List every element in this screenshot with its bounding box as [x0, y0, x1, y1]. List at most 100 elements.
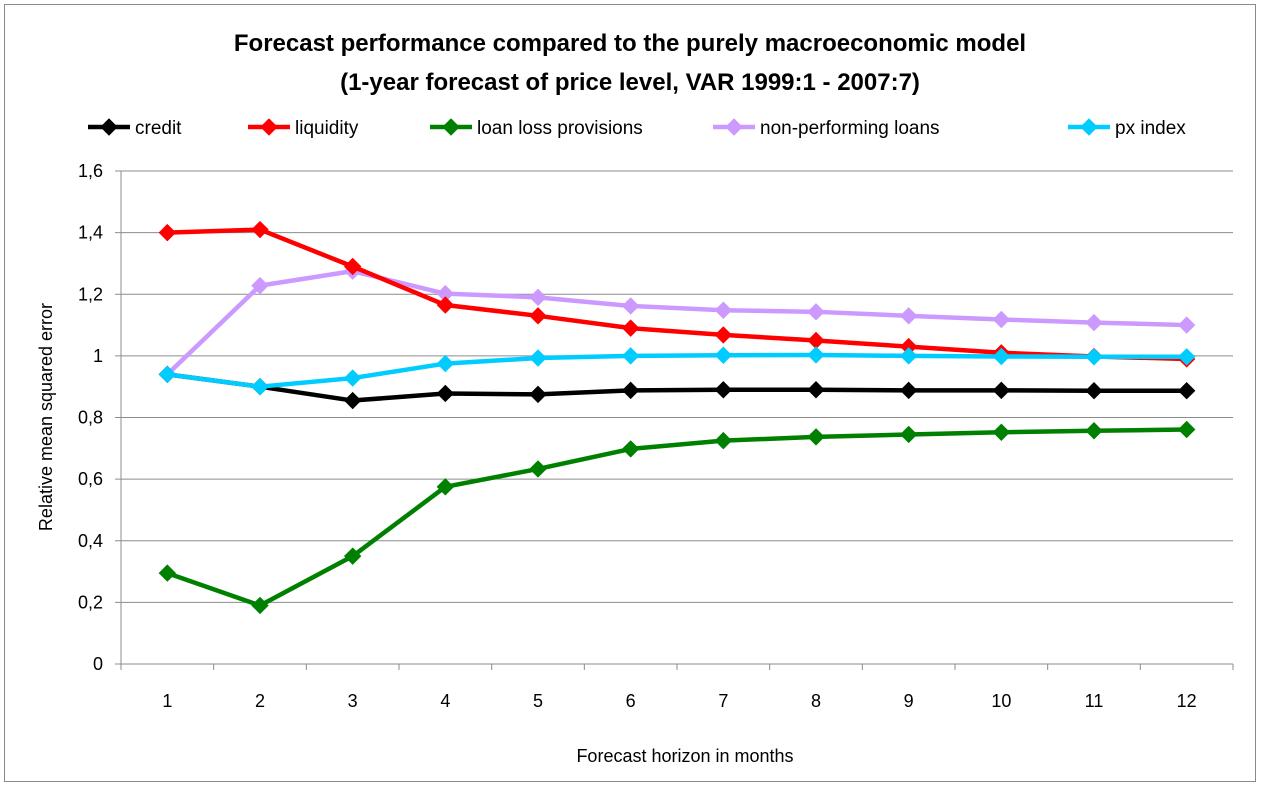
- chart-title-line-2: (1-year forecast of price level, VAR 199…: [340, 69, 920, 96]
- data-point: [714, 301, 733, 319]
- data-point: [899, 425, 918, 444]
- data-point: [621, 347, 640, 365]
- data-point: [158, 564, 177, 582]
- chart-legend: credit liquidity loan loss provisions non-p…: [88, 118, 1186, 139]
- x-tick-label: 9: [904, 691, 914, 711]
- legend-label: loan loss provisions: [477, 118, 643, 139]
- data-point: [899, 307, 918, 325]
- y-tick-label: 1,6: [78, 161, 103, 181]
- data-point: [343, 369, 362, 387]
- data-point: [807, 331, 825, 350]
- data-point: [807, 428, 825, 446]
- y-tick-label: 0: [93, 654, 103, 674]
- x-axis-title: Forecast horizon in months: [576, 746, 793, 766]
- y-tick-label: 1: [93, 346, 103, 366]
- series-line: [165, 268, 1187, 376]
- data-point: [621, 297, 640, 315]
- data-point: [251, 596, 269, 615]
- data-point: [343, 547, 362, 565]
- legend-marker: [100, 118, 118, 136]
- series-line: [167, 227, 1187, 362]
- x-tick-label: 5: [533, 691, 543, 711]
- x-tick-label: 12: [1177, 691, 1197, 711]
- legend-item: credit: [88, 118, 182, 139]
- x-axis-ticks: 1 2 3 4 5 6 7 8 9 10 11 12: [120, 664, 1234, 711]
- series-line: [167, 352, 1187, 389]
- data-point: [621, 440, 640, 458]
- data-point: [529, 460, 547, 478]
- series-credit: [158, 365, 1196, 410]
- data-point: [714, 326, 733, 344]
- data-point: [158, 365, 177, 384]
- legend-label: liquidity: [295, 118, 359, 139]
- data-point: [807, 381, 825, 399]
- y-tick-label: 0,6: [78, 469, 103, 489]
- legend-label: credit: [135, 118, 182, 139]
- data-point: [807, 303, 825, 321]
- data-point: [714, 346, 733, 364]
- x-tick-label: 7: [718, 691, 728, 711]
- legend-item: non-performing loans: [713, 118, 940, 139]
- data-point: [436, 296, 455, 314]
- y-tick-label: 0,8: [78, 408, 103, 428]
- x-tick-label: 10: [991, 691, 1011, 711]
- data-point: [1085, 313, 1103, 332]
- data-point: [807, 346, 825, 364]
- legend-label: non-performing loans: [760, 118, 940, 139]
- data-point: [529, 307, 547, 325]
- series-loan-loss-provisions: [158, 420, 1196, 615]
- data-point: [992, 347, 1011, 366]
- data-point: [1177, 348, 1196, 366]
- y-tick-label: 1,4: [78, 223, 103, 243]
- data-point: [899, 381, 918, 400]
- legend-marker: [260, 118, 278, 136]
- legend-item: px index: [1068, 118, 1186, 139]
- y-gridlines: [121, 170, 1233, 603]
- data-point: [529, 385, 547, 404]
- data-point: [1085, 381, 1103, 400]
- x-tick-label: 11: [1085, 691, 1104, 711]
- data-point: [714, 381, 733, 399]
- data-point: [992, 423, 1011, 441]
- data-point: [251, 377, 269, 396]
- data-point: [1177, 420, 1196, 439]
- x-tick-label: 8: [811, 691, 821, 711]
- data-series: [158, 220, 1196, 615]
- data-point: [529, 349, 547, 367]
- data-point: [1085, 348, 1103, 366]
- data-point: [992, 310, 1011, 329]
- chart-title-line-1: Forecast performance compared to the pur…: [234, 30, 1026, 57]
- x-tick-label: 6: [626, 691, 636, 711]
- data-point: [343, 391, 362, 410]
- data-point: [251, 276, 269, 295]
- data-point: [992, 381, 1011, 400]
- data-point: [621, 319, 640, 337]
- x-tick-label: 3: [348, 691, 358, 711]
- legend-label: px index: [1115, 118, 1186, 139]
- y-tick-label: 0,2: [78, 592, 103, 612]
- y-axis-ticks: 0 0,2 0,4 0,6 0,8 1 1,2 1,4 1,6: [78, 161, 121, 674]
- data-point: [343, 257, 362, 276]
- legend-marker: [725, 118, 743, 136]
- data-point: [1177, 316, 1196, 334]
- data-point: [251, 220, 269, 239]
- series-px-index: [158, 346, 1196, 396]
- legend-marker: [1080, 118, 1098, 136]
- data-point: [436, 478, 455, 496]
- legend-marker: [442, 118, 460, 136]
- data-point: [529, 288, 547, 307]
- series-line: [166, 427, 1187, 608]
- series-liquidity: [158, 220, 1196, 368]
- x-tick-label: 1: [162, 691, 172, 711]
- data-point: [899, 347, 918, 365]
- series-non-performing-loans: [158, 262, 1196, 384]
- data-point: [714, 431, 733, 450]
- y-axis-title: Relative mean squared error: [36, 303, 56, 531]
- data-point: [1177, 381, 1196, 400]
- legend-item: liquidity: [248, 118, 359, 139]
- x-tick-label: 2: [255, 691, 265, 711]
- data-point: [621, 381, 640, 400]
- legend-item: loan loss provisions: [430, 118, 643, 139]
- data-point: [1085, 422, 1103, 440]
